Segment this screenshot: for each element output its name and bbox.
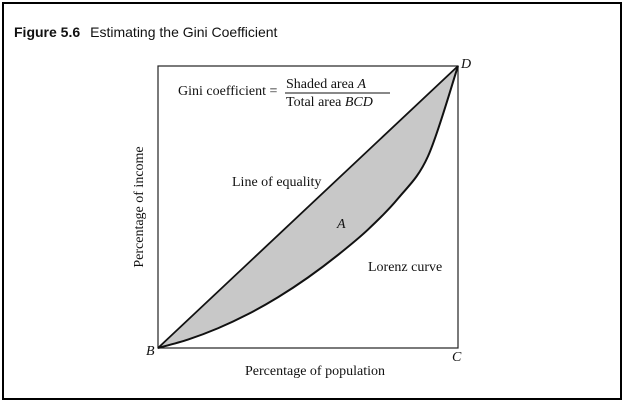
- formula-numerator: Shaded area A: [286, 77, 367, 92]
- line-of-equality: [157, 65, 459, 349]
- figure-frame: [2, 2, 622, 400]
- x-axis-label: Percentage of population: [245, 364, 385, 379]
- y-axis-label: Percentage of income: [132, 146, 147, 267]
- lorenz-label: Lorenz curve: [368, 260, 442, 275]
- point-c-label: C: [452, 350, 462, 365]
- figure-title-text: Estimating the Gini Coefficient: [90, 24, 278, 40]
- figure-title: Figure 5.6 Estimating the Gini Coefficien…: [14, 24, 277, 40]
- plot-box: [157, 65, 459, 349]
- equality-label: Line of equality: [232, 175, 321, 190]
- lorenz-curve: [157, 65, 459, 349]
- point-b-label: B: [146, 344, 155, 359]
- area-a-label: A: [336, 217, 346, 232]
- point-d-label: D: [460, 57, 471, 72]
- formula-denominator: Total area BCD: [286, 95, 373, 110]
- figure-number: Figure 5.6: [14, 24, 81, 40]
- formula-lhs: Gini coefficient =: [178, 84, 277, 99]
